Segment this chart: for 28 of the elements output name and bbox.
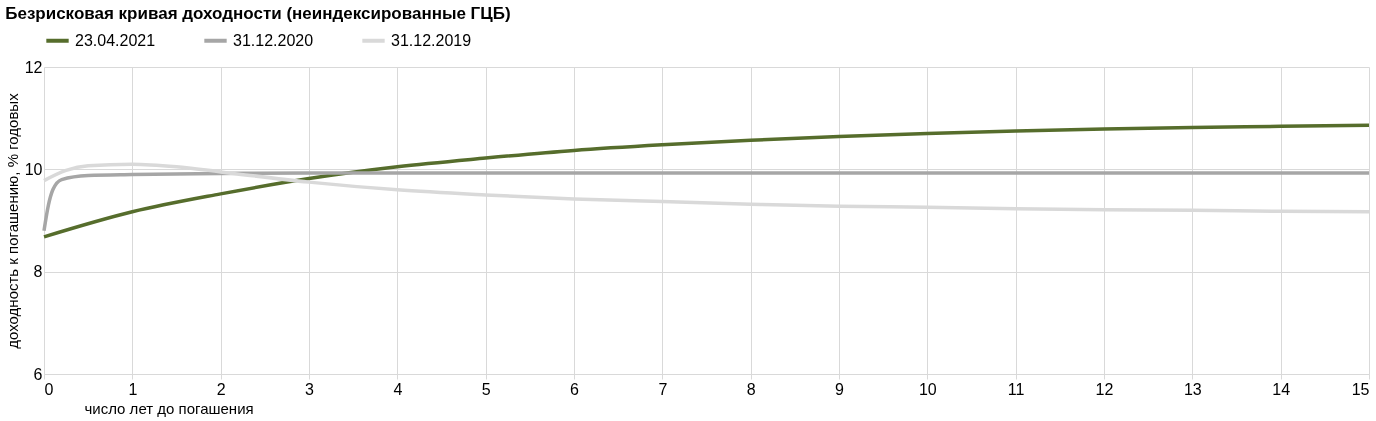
y-tick-label: 8 bbox=[33, 263, 43, 281]
x-axis-title: число лет до погашения bbox=[84, 399, 254, 417]
x-tick-label: 11 bbox=[1007, 380, 1025, 398]
x-tick-label: 6 bbox=[570, 380, 580, 398]
chart-title: Безрисковая кривая доходности (неиндексированные ГЦБ) bbox=[5, 4, 511, 23]
x-tick-label: 15 bbox=[1351, 380, 1370, 398]
line-series bbox=[42, 171, 1371, 233]
x-tick-label: 3 bbox=[305, 380, 315, 398]
x-tick-label: 14 bbox=[1272, 380, 1291, 398]
legend-label: 31.12.2020 bbox=[233, 31, 314, 49]
x-tick-label: 13 bbox=[1183, 380, 1202, 398]
x-tick-label: 2 bbox=[216, 380, 226, 398]
x-tick-label: 10 bbox=[918, 380, 937, 398]
x-tick-label: 12 bbox=[1095, 380, 1114, 398]
x-tick-label: 1 bbox=[128, 380, 138, 398]
x-tick-label: 7 bbox=[658, 380, 668, 398]
legend-label: 23.04.2021 bbox=[75, 31, 156, 49]
y-tick-label: 6 bbox=[33, 365, 43, 383]
x-tick-label: 4 bbox=[393, 380, 403, 398]
x-tick-label: 8 bbox=[746, 380, 756, 398]
y-axis-title: доходность к погашению, % годовых bbox=[3, 92, 21, 349]
y-tick-label: 12 bbox=[24, 58, 43, 76]
legend-label: 31.12.2019 bbox=[391, 31, 472, 49]
y-tick-label: 10 bbox=[24, 160, 43, 178]
x-tick-label: 0 bbox=[44, 380, 54, 398]
line-series bbox=[42, 123, 1371, 239]
x-tick-label: 5 bbox=[481, 380, 491, 398]
x-tick-label: 9 bbox=[835, 380, 845, 398]
